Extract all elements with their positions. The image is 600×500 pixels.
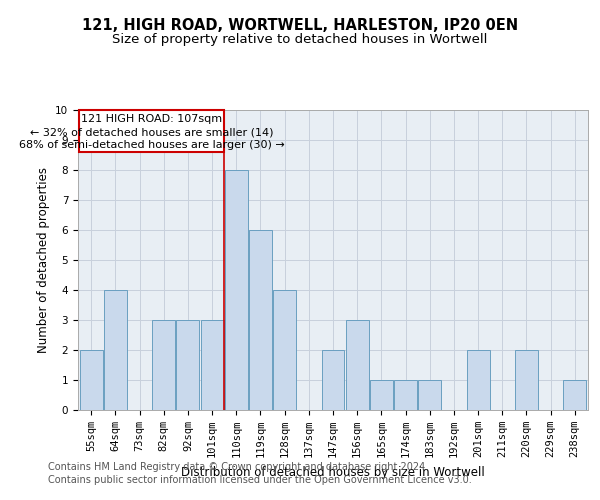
FancyBboxPatch shape (79, 110, 224, 152)
Bar (104, 290, 127, 410)
Text: ← 32% of detached houses are smaller (14): ← 32% of detached houses are smaller (14… (30, 127, 273, 137)
Text: 68% of semi-detached houses are larger (30) →: 68% of semi-detached houses are larger (… (19, 140, 284, 150)
Bar (322, 350, 344, 410)
Text: Contains HM Land Registry data © Crown copyright and database right 2024.: Contains HM Land Registry data © Crown c… (48, 462, 428, 472)
Bar (152, 320, 175, 410)
Bar (176, 320, 199, 410)
Text: Size of property relative to detached houses in Wortwell: Size of property relative to detached ho… (112, 32, 488, 46)
Bar (563, 380, 586, 410)
Text: Contains public sector information licensed under the Open Government Licence v3: Contains public sector information licen… (48, 475, 472, 485)
Bar (418, 380, 441, 410)
X-axis label: Distribution of detached houses by size in Wortwell: Distribution of detached houses by size … (181, 466, 485, 478)
Bar (346, 320, 368, 410)
Bar (273, 290, 296, 410)
Bar (515, 350, 538, 410)
Bar (80, 350, 103, 410)
Bar (249, 230, 272, 410)
Bar (467, 350, 490, 410)
Text: 121 HIGH ROAD: 107sqm: 121 HIGH ROAD: 107sqm (81, 114, 222, 124)
Bar (200, 320, 224, 410)
Bar (394, 380, 417, 410)
Text: 121, HIGH ROAD, WORTWELL, HARLESTON, IP20 0EN: 121, HIGH ROAD, WORTWELL, HARLESTON, IP2… (82, 18, 518, 32)
Bar (370, 380, 393, 410)
Y-axis label: Number of detached properties: Number of detached properties (37, 167, 50, 353)
Bar (225, 170, 248, 410)
